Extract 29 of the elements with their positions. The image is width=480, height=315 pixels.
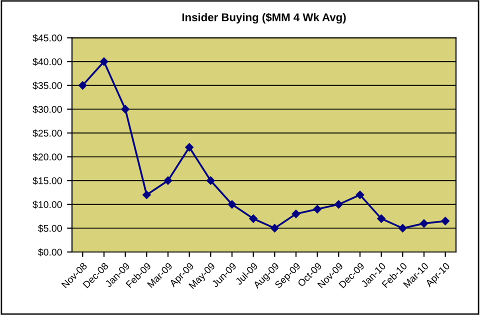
point bbox=[334, 200, 343, 209]
point bbox=[142, 190, 151, 200]
y-tick-label: $30.00 bbox=[32, 106, 62, 114]
point bbox=[164, 176, 172, 185]
chart-title: Insider Buying ($MM 4 Wk Avg) bbox=[182, 12, 346, 24]
point bbox=[270, 224, 279, 232]
point bbox=[185, 143, 194, 152]
y-tick-label: $35.00 bbox=[32, 82, 62, 90]
y-tick-label: $10.00 bbox=[32, 200, 62, 209]
y-tick-label: $0.00 bbox=[38, 248, 62, 256]
point bbox=[121, 105, 130, 114]
point bbox=[420, 219, 428, 228]
point bbox=[228, 200, 236, 209]
point bbox=[100, 57, 108, 66]
point bbox=[206, 176, 215, 185]
y-tick-label: $5.00 bbox=[38, 224, 62, 232]
point bbox=[356, 190, 364, 200]
point bbox=[377, 214, 386, 223]
point bbox=[292, 210, 300, 218]
y-tick-label: $15.00 bbox=[32, 176, 62, 185]
y-tick-label: $40.00 bbox=[32, 58, 62, 66]
point bbox=[78, 81, 87, 90]
point bbox=[249, 214, 258, 223]
y-tick-label: $25.00 bbox=[32, 129, 62, 138]
y-tick-label: $20.00 bbox=[32, 153, 62, 161]
point bbox=[313, 205, 322, 214]
point bbox=[398, 224, 407, 232]
point bbox=[441, 216, 450, 226]
y-tick-label: $45.00 bbox=[32, 34, 62, 42]
